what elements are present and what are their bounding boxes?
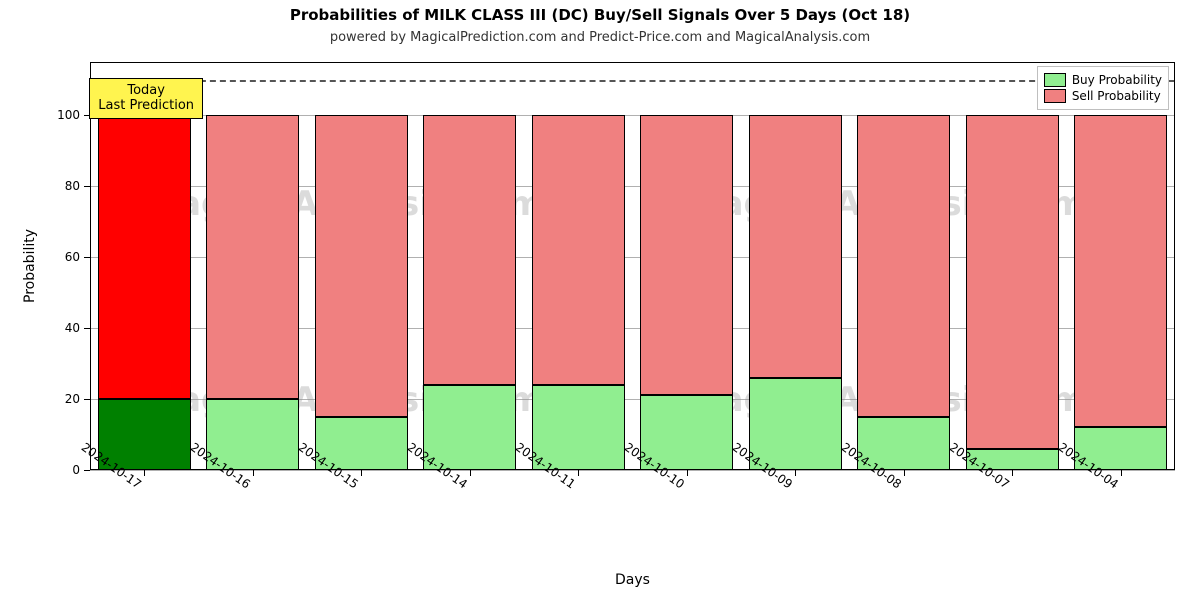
bar-group [749, 62, 842, 470]
legend-swatch-sell [1044, 89, 1066, 103]
xtick-mark [1012, 470, 1013, 476]
legend-swatch-buy [1044, 73, 1066, 87]
chart-subtitle: powered by MagicalPrediction.com and Pre… [0, 30, 1200, 45]
ytick-label: 20 [50, 392, 80, 406]
bar-sell [98, 115, 191, 399]
ytick-label: 40 [50, 321, 80, 335]
bar-buy [749, 378, 842, 470]
y-axis-label: Probability [22, 229, 38, 303]
callout-line1: Today [98, 83, 194, 99]
axis-spine [1174, 62, 1175, 470]
bar-sell [966, 115, 1059, 448]
ytick-label: 0 [50, 463, 80, 477]
xtick-mark [904, 470, 905, 476]
bar-group [640, 62, 733, 470]
xtick-mark [578, 470, 579, 476]
bar-group [966, 62, 1059, 470]
ytick-mark [84, 470, 90, 471]
bar-group [857, 62, 950, 470]
ytick-mark [84, 186, 90, 187]
bar-sell [749, 115, 842, 378]
plot-area: MagicalAnalysis.comMagicalAnalysis.comMa… [90, 62, 1175, 470]
legend-item-buy: Buy Probability [1044, 73, 1162, 87]
xtick-mark [1121, 470, 1122, 476]
bar-group [423, 62, 516, 470]
ytick-mark [84, 115, 90, 116]
xtick-mark [361, 470, 362, 476]
bar-group [1074, 62, 1167, 470]
ytick-label: 80 [50, 179, 80, 193]
bar-sell [640, 115, 733, 395]
bar-sell [315, 115, 408, 417]
today-callout: Today Last Prediction [89, 78, 203, 119]
axis-spine [90, 62, 91, 470]
ytick-mark [84, 257, 90, 258]
bar-sell [532, 115, 625, 385]
chart-container: Probabilities of MILK CLASS III (DC) Buy… [0, 0, 1200, 600]
bar-group [206, 62, 299, 470]
bar-sell [206, 115, 299, 399]
bar-group [98, 62, 191, 470]
ytick-label: 100 [50, 108, 80, 122]
ytick-mark [84, 328, 90, 329]
legend: Buy Probability Sell Probability [1037, 66, 1169, 110]
bar-group [532, 62, 625, 470]
ytick-label: 60 [50, 250, 80, 264]
legend-label-sell: Sell Probability [1072, 89, 1161, 103]
xtick-mark [253, 470, 254, 476]
xtick-mark [470, 470, 471, 476]
x-axis-label: Days [615, 572, 650, 588]
ytick-mark [84, 399, 90, 400]
xtick-mark [795, 470, 796, 476]
bar-group [315, 62, 408, 470]
legend-item-sell: Sell Probability [1044, 89, 1162, 103]
bar-sell [423, 115, 516, 385]
legend-label-buy: Buy Probability [1072, 73, 1162, 87]
xtick-mark [144, 470, 145, 476]
bar-sell [857, 115, 950, 417]
xtick-mark [687, 470, 688, 476]
callout-line2: Last Prediction [98, 98, 194, 114]
chart-title: Probabilities of MILK CLASS III (DC) Buy… [0, 6, 1200, 24]
bar-sell [1074, 115, 1167, 427]
